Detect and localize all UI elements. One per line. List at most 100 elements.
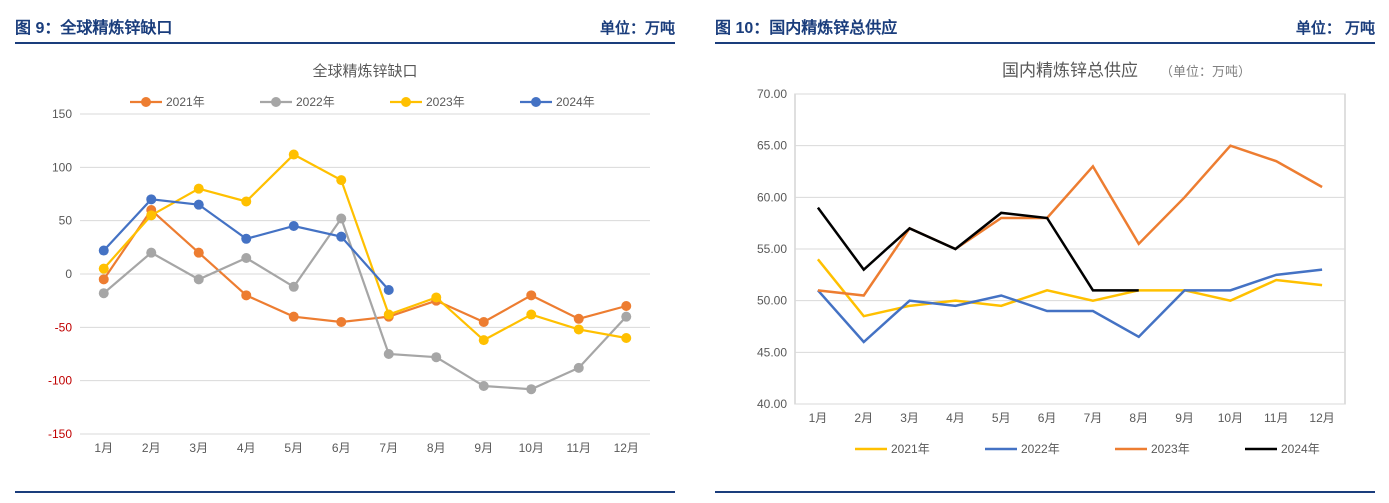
series-marker: [574, 363, 584, 373]
series-marker: [194, 274, 204, 284]
legend-label: 2023年: [1151, 442, 1190, 456]
right-chart-box: 40.0045.0050.0055.0060.0065.0070.00国内精炼锌…: [715, 44, 1375, 493]
x-tick-label: 11月: [567, 441, 591, 455]
series-marker: [479, 317, 489, 327]
series-line: [818, 259, 1322, 316]
legend-label: 2022年: [1021, 442, 1060, 456]
series-marker: [146, 194, 156, 204]
series-marker: [146, 248, 156, 258]
x-tick-label: 4月: [946, 411, 965, 425]
chart-title: 国内精炼锌总供应: [1002, 61, 1138, 80]
series-marker: [241, 196, 251, 206]
right-panel: 图 10：国内精炼锌总供应 单位： 万吨 40.0045.0050.0055.0…: [715, 10, 1375, 493]
series-line: [818, 146, 1322, 296]
series-marker: [99, 264, 109, 274]
y-tick-label: 50.00: [757, 294, 787, 308]
legend-label: 2021年: [166, 95, 205, 109]
series-marker: [99, 246, 109, 256]
x-tick-label: 5月: [992, 411, 1011, 425]
legend-item: 2024年: [1245, 442, 1320, 456]
series-marker: [384, 349, 394, 359]
series-marker: [526, 310, 536, 320]
legend-label: 2024年: [1281, 442, 1320, 456]
x-tick-label: 5月: [284, 441, 303, 455]
series-marker: [336, 214, 346, 224]
series-marker: [194, 248, 204, 258]
series-marker: [384, 310, 394, 320]
left-chart-svg: -150-100-50050100150全球精炼锌缺口2021年2022年202…: [25, 54, 665, 474]
x-tick-label: 6月: [1038, 411, 1057, 425]
left-panel: 图 9：全球精炼锌缺口 单位：万吨 -150-100-50050100150全球…: [15, 10, 675, 493]
left-unit-label: 单位：万吨: [600, 17, 675, 38]
series-marker: [526, 384, 536, 394]
legend-item: 2022年: [260, 95, 335, 109]
y-tick-label: 55.00: [757, 242, 787, 256]
series-marker: [479, 335, 489, 345]
y-tick-label: 0: [65, 267, 72, 281]
legend-label: 2022年: [296, 95, 335, 109]
y-tick-label: 60.00: [757, 190, 787, 204]
y-tick-label: 100: [52, 160, 72, 174]
left-chart-box: -150-100-50050100150全球精炼锌缺口2021年2022年202…: [15, 44, 675, 493]
series-line: [818, 270, 1322, 342]
left-header: 图 9：全球精炼锌缺口 单位：万吨: [15, 10, 675, 44]
legend-label: 2023年: [426, 95, 465, 109]
series-marker: [289, 221, 299, 231]
legend-item: 2023年: [1115, 442, 1190, 456]
legend-label: 2024年: [556, 95, 595, 109]
chart-title: 全球精炼锌缺口: [312, 62, 417, 80]
series-marker: [621, 301, 631, 311]
series-marker: [384, 285, 394, 295]
x-tick-label: 8月: [427, 441, 446, 455]
series-marker: [99, 288, 109, 298]
x-tick-label: 6月: [332, 441, 351, 455]
x-tick-label: 2月: [142, 441, 161, 455]
series-marker: [146, 210, 156, 220]
series-marker: [526, 290, 536, 300]
legend-item: 2021年: [130, 95, 205, 109]
right-figure-label: 图 10：国内精炼锌总供应: [715, 14, 897, 38]
x-tick-label: 10月: [1218, 411, 1243, 425]
legend-item: 2024年: [520, 95, 595, 109]
series-marker: [431, 292, 441, 302]
chart-subtitle: （单位：万吨）: [1160, 64, 1251, 79]
legend-label: 2021年: [891, 442, 930, 456]
x-tick-label: 12月: [614, 441, 639, 455]
x-tick-label: 7月: [379, 441, 398, 455]
y-tick-label: -100: [48, 374, 72, 388]
x-tick-label: 9月: [474, 441, 493, 455]
y-tick-label: -50: [55, 320, 73, 334]
legend-item: 2023年: [390, 95, 465, 109]
series-marker: [574, 314, 584, 324]
series-marker: [621, 333, 631, 343]
y-tick-label: 65.00: [757, 139, 787, 153]
x-tick-label: 3月: [900, 411, 919, 425]
series-line: [104, 210, 627, 322]
series-marker: [336, 232, 346, 242]
series-marker: [289, 282, 299, 292]
x-tick-label: 1月: [809, 411, 828, 425]
series-marker: [574, 324, 584, 334]
series-marker: [194, 184, 204, 194]
x-tick-label: 12月: [1309, 411, 1334, 425]
series-marker: [241, 234, 251, 244]
series-marker: [289, 312, 299, 322]
series-marker: [241, 290, 251, 300]
x-tick-label: 8月: [1129, 411, 1148, 425]
x-tick-label: 1月: [94, 441, 113, 455]
series-line: [104, 155, 627, 341]
series-marker: [99, 274, 109, 284]
legend-item: 2022年: [985, 442, 1060, 456]
series-marker: [621, 312, 631, 322]
series-marker: [194, 200, 204, 210]
series-marker: [241, 253, 251, 263]
x-tick-label: 9月: [1175, 411, 1194, 425]
y-tick-label: 150: [52, 107, 72, 121]
right-header: 图 10：国内精炼锌总供应 单位： 万吨: [715, 10, 1375, 44]
series-line: [104, 199, 389, 290]
legend-item: 2021年: [855, 442, 930, 456]
series-marker: [289, 150, 299, 160]
x-tick-label: 11月: [1264, 411, 1288, 425]
x-tick-label: 2月: [854, 411, 873, 425]
y-tick-label: -150: [48, 427, 72, 441]
